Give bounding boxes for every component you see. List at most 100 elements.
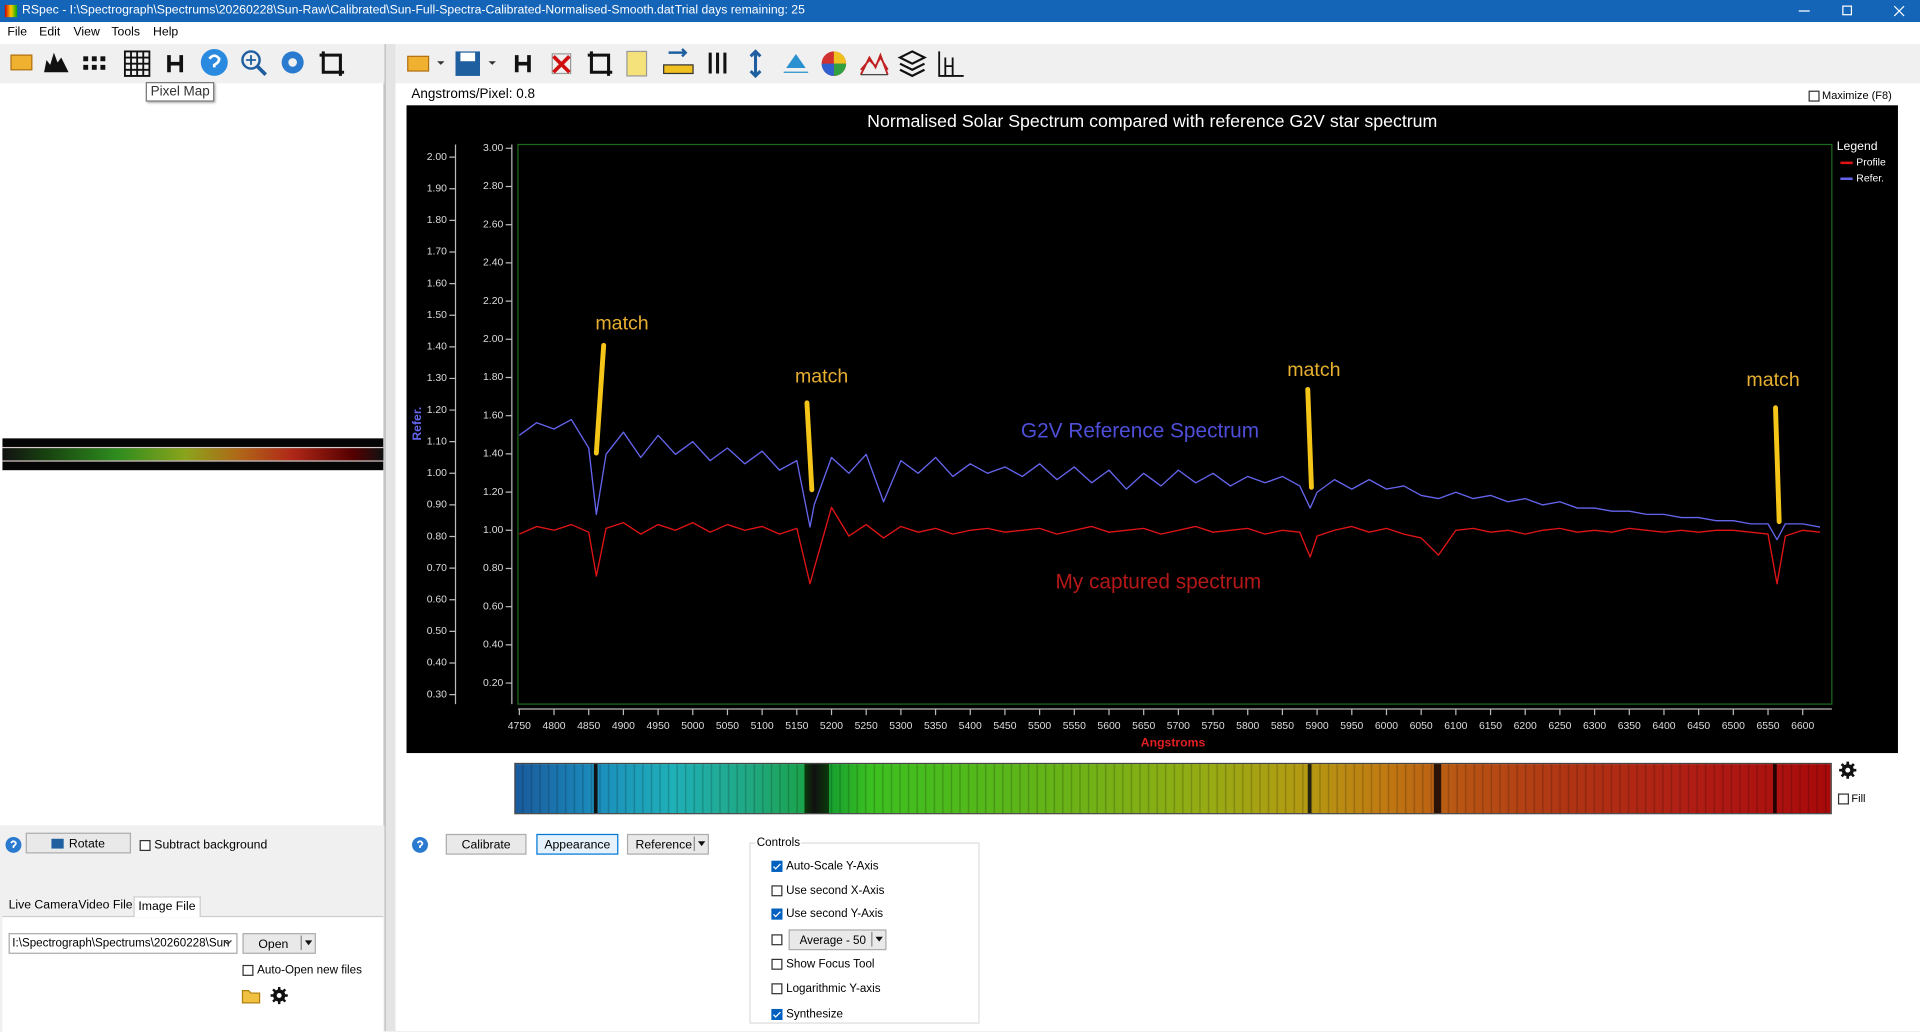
- x-tick-label: 6600: [1791, 721, 1814, 732]
- checkbox[interactable]: [771, 958, 783, 970]
- y2-tick-label: 1.00: [427, 468, 447, 479]
- window-controls[interactable]: [1788, 0, 1920, 22]
- file-icons[interactable]: [241, 986, 290, 1006]
- tooltip: Pixel Map: [145, 82, 215, 102]
- menu-item[interactable]: View: [73, 25, 100, 40]
- checkbox[interactable]: [771, 860, 783, 872]
- x-tick-label: 5800: [1236, 721, 1259, 732]
- path-dropdown[interactable]: I:\Spectrograph\Spectrums\20260228\Sun: [8, 933, 238, 954]
- average-dropdown[interactable]: Average - 50: [788, 929, 887, 951]
- x-tick-label: 5950: [1340, 721, 1363, 732]
- absorption-lines: [515, 764, 1831, 814]
- checkbox-label: Synthesize: [786, 1007, 844, 1022]
- dropdown-arrow: [223, 939, 232, 945]
- y2-tick-label: 1.60: [427, 278, 447, 289]
- app-icon: [4, 4, 18, 18]
- x-tick-label: 6500: [1722, 721, 1745, 732]
- x-tick-label: 5150: [785, 721, 808, 732]
- y2-tick-label: 1.80: [427, 215, 447, 226]
- x-tick-label: 5350: [924, 721, 947, 732]
- y-tick-label: 2.80: [483, 181, 503, 192]
- legend-title: Legend: [1837, 139, 1878, 153]
- checkbox[interactable]: [1808, 90, 1820, 102]
- y-tick-label: 1.60: [483, 410, 503, 421]
- x-tick-label: 5200: [820, 721, 843, 732]
- checkbox[interactable]: [771, 1008, 783, 1021]
- toolbar[interactable]: [0, 45, 980, 83]
- y-tick-label: 0.20: [483, 678, 503, 689]
- absorption-line: [593, 764, 598, 814]
- annotation: match: [595, 313, 648, 335]
- x-tick-label: 5000: [681, 721, 704, 732]
- checkbox-label: Use second Y-Axis: [786, 907, 884, 921]
- checkbox[interactable]: [139, 840, 151, 852]
- splitter[interactable]: [384, 44, 396, 1032]
- checkbox[interactable]: [771, 885, 783, 897]
- checkbox[interactable]: [242, 964, 254, 976]
- chart-title: Normalised Solar Spectrum compared with …: [867, 111, 1437, 131]
- x-tick-label: 6050: [1410, 721, 1433, 732]
- y2-tick-label: 1.50: [427, 310, 447, 321]
- x-tick-label: 5900: [1306, 721, 1329, 732]
- y2-tick-label: 0.60: [427, 595, 447, 606]
- help-icon[interactable]: [5, 836, 22, 853]
- y2-tick-label: 0.40: [427, 658, 447, 669]
- x-tick-label: 6200: [1514, 721, 1537, 732]
- group-title: Controls: [755, 836, 802, 850]
- menu-item[interactable]: Tools: [111, 25, 141, 40]
- y2-tick-label: 1.70: [427, 247, 447, 258]
- y2-tick-label: 1.40: [427, 342, 447, 353]
- dropdown-arrow: [871, 931, 883, 947]
- annotation-pointer: [1305, 386, 1314, 490]
- calibrate-button[interactable]: Calibrate: [445, 833, 527, 855]
- y-tick-label: 3.00: [483, 143, 503, 154]
- rotate-button[interactable]: Rotate: [25, 832, 132, 854]
- dropdown-arrow: [693, 836, 706, 852]
- menu-bar: File Edit View Tools Help: [0, 22, 1920, 45]
- checkbox-label: Maximize (F8): [1822, 89, 1892, 102]
- x-tick-label: 5050: [716, 721, 739, 732]
- x-tick-label: 6400: [1652, 721, 1675, 732]
- y2-tick-label: 0.80: [427, 531, 447, 542]
- x-tick-label: 4800: [542, 721, 565, 732]
- y2-axis-label: Refer.: [410, 407, 424, 441]
- reference-button[interactable]: Reference: [626, 833, 709, 855]
- tab[interactable]: Video File: [78, 898, 133, 913]
- strip-settings[interactable]: [1838, 760, 1858, 780]
- y2-tick-label: 1.10: [427, 436, 447, 447]
- series-line: [518, 418, 1821, 541]
- tab[interactable]: Live Camera: [8, 898, 79, 913]
- y2-tick-label: 1.30: [427, 373, 447, 384]
- checkbox[interactable]: [771, 983, 783, 995]
- checkbox-label: Auto-Scale Y-Axis: [786, 859, 879, 874]
- absorption-line: [1433, 764, 1442, 814]
- menu-item[interactable]: Edit: [39, 25, 61, 40]
- annotation-pointer: [1773, 405, 1782, 525]
- y2-tick-label: 0.70: [427, 563, 447, 574]
- open-button[interactable]: Open: [242, 933, 316, 954]
- x-tick-label: 6250: [1548, 721, 1571, 732]
- x-tick-label: 5250: [855, 721, 878, 732]
- menu-item[interactable]: Help: [153, 25, 179, 40]
- tab[interactable]: Image File: [133, 896, 201, 918]
- annotation: My captured spectrum: [1055, 570, 1261, 593]
- annotation: G2V Reference Spectrum: [1021, 420, 1259, 443]
- x-axis-label: Angstroms: [1141, 735, 1206, 749]
- checkbox[interactable]: [771, 908, 783, 920]
- checkbox[interactable]: [771, 934, 783, 946]
- x-tick-label: 5600: [1097, 721, 1120, 732]
- spectrum-image: [2, 438, 384, 471]
- menu-item[interactable]: File: [7, 25, 28, 40]
- y-tick-label: 0.40: [483, 640, 503, 651]
- x-tick-label: 5550: [1063, 721, 1086, 732]
- x-tick-label: 4750: [508, 721, 531, 732]
- absorption-line: [1773, 764, 1777, 814]
- help-icon[interactable]: [411, 836, 428, 853]
- x-tick-label: 6550: [1756, 721, 1779, 732]
- y2-tick-label: 2.00: [427, 152, 447, 163]
- synthetic-spectrum: [514, 762, 1832, 815]
- appearance-button[interactable]: Appearance: [536, 833, 619, 855]
- checkbox[interactable]: [1837, 793, 1849, 805]
- x-tick-label: 6000: [1375, 721, 1398, 732]
